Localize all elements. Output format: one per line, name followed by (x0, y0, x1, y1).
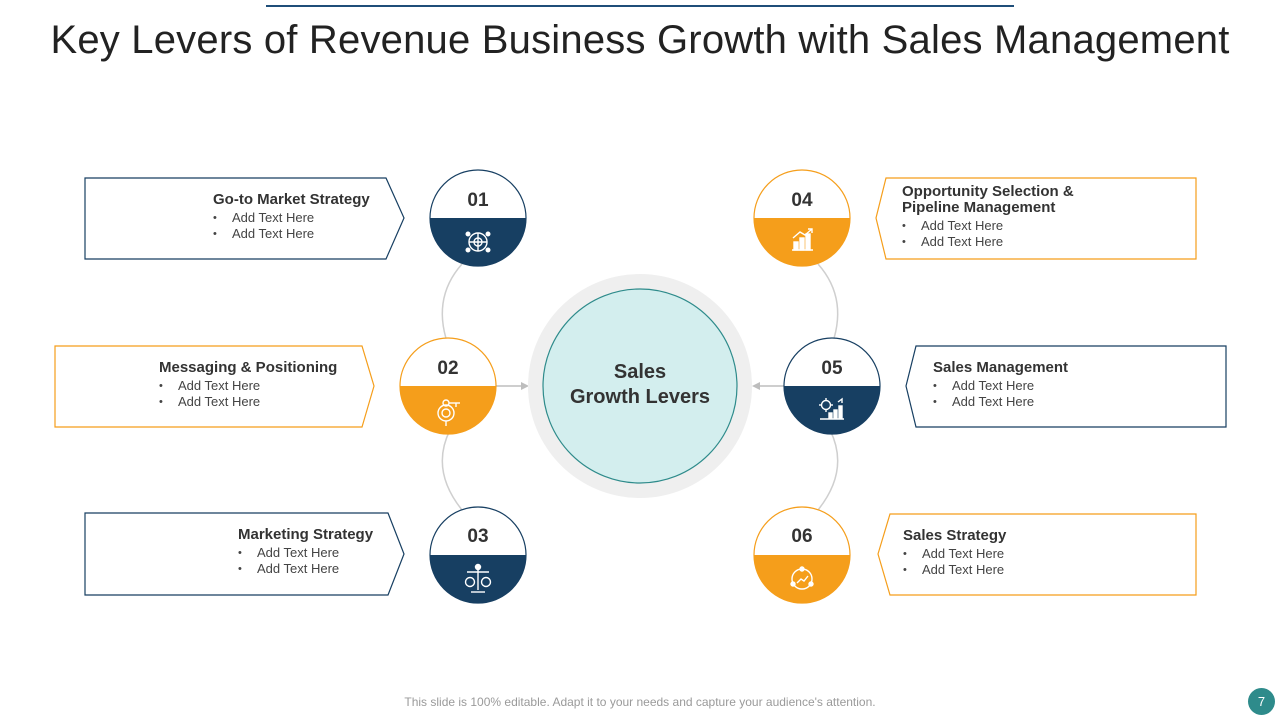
lever-number-05: 05 (821, 358, 843, 379)
network-globe-icon (465, 231, 491, 253)
lever-text-02: Messaging & Positioning Add Text Here Ad… (159, 359, 338, 411)
lever-02-bullet-1: Add Text Here (159, 378, 337, 394)
page-number-badge: 7 (1248, 688, 1275, 715)
footer-note: This slide is 100% editable. Adapt it to… (404, 695, 876, 709)
money-balance-icon (464, 563, 492, 593)
lever-06-bullet-1: Add Text Here (903, 546, 1006, 562)
lever-number-06: 06 (791, 526, 813, 547)
lever-05-bullet-2: Add Text Here (933, 394, 1068, 410)
arc-04-05 (817, 263, 839, 351)
lever-03-bullet-1: Add Text Here (238, 545, 373, 561)
lever-text-03: Marketing Strategy Add Text Here Add Tex… (238, 526, 374, 578)
lever-heading-01: Go-to Market Strategy (213, 191, 370, 208)
lever-02-bullet-2: Add Text Here (159, 394, 337, 410)
lever-number-02: 02 (437, 358, 459, 379)
lever-heading-04-line2: Pipeline Management (902, 199, 1056, 216)
arrow-left-head (521, 382, 529, 390)
center-label-line2: Growth Levers (569, 386, 711, 408)
lever-01-bullet-1: Add Text Here (213, 210, 370, 226)
center-circle (542, 288, 738, 484)
arc-01-02 (441, 263, 463, 351)
top-rule (266, 5, 1014, 7)
circle-05-fill (784, 386, 880, 434)
slide-title: Key Levers of Revenue Business Growth wi… (50, 18, 1230, 62)
lever-number-04: 04 (791, 190, 813, 211)
lever-01-bullet-2: Add Text Here (213, 226, 370, 242)
lever-heading-03: Marketing Strategy (238, 526, 374, 543)
lever-04-bullet-2: Add Text Here (902, 234, 1074, 250)
lever-number-03: 03 (467, 526, 489, 547)
lever-04-bullet-1: Add Text Here (902, 218, 1074, 234)
lever-text-04: Opportunity Selection & Pipeline Managem… (902, 183, 1074, 251)
arc-02-03 (441, 429, 463, 511)
lever-05-bullet-1: Add Text Here (933, 378, 1068, 394)
lever-text-06: Sales Strategy Add Text Here Add Text He… (903, 527, 1007, 579)
center-label: Sales Growth Levers (545, 360, 735, 410)
lever-number-01: 01 (467, 190, 489, 211)
growth-chart-icon (792, 228, 813, 251)
cycle-chart-icon (790, 566, 814, 590)
lever-06-bullet-2: Add Text Here (903, 562, 1006, 578)
center-label-line1: Sales (613, 361, 667, 383)
lever-heading-04-line1: Opportunity Selection & (902, 183, 1074, 200)
lever-text-05: Sales Management Add Text Here Add Text … (933, 359, 1069, 411)
lever-heading-05: Sales Management (933, 359, 1069, 376)
arc-05-06 (817, 429, 839, 511)
lever-heading-06: Sales Strategy (903, 527, 1007, 544)
arrow-right-head (752, 382, 760, 390)
lever-03-bullet-2: Add Text Here (238, 561, 373, 577)
lever-text-01: Go-to Market Strategy Add Text Here Add … (213, 191, 370, 243)
lever-heading-02: Messaging & Positioning (159, 359, 338, 376)
gear-chart-icon (819, 397, 844, 420)
target-key-icon (437, 399, 460, 426)
